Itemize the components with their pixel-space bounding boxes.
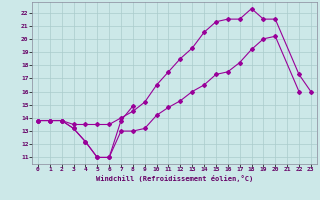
X-axis label: Windchill (Refroidissement éolien,°C): Windchill (Refroidissement éolien,°C) <box>96 175 253 182</box>
